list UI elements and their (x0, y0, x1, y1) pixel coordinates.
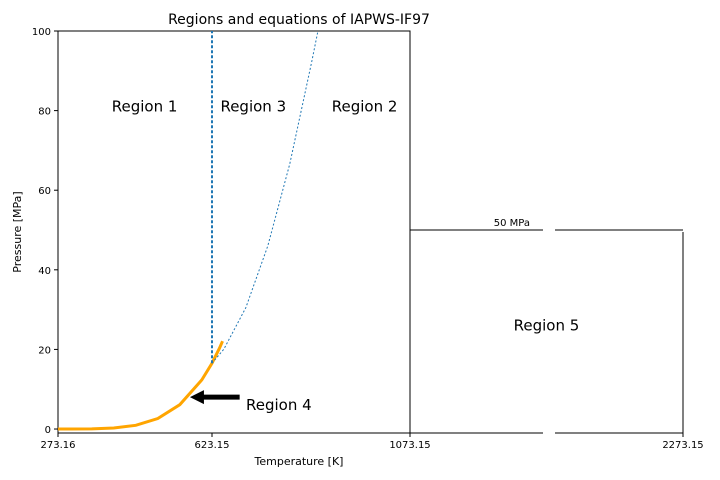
saturation-line (57, 340, 224, 431)
y-tick-label: 40 (38, 266, 51, 277)
region-label: Region 4 (246, 396, 312, 414)
b23-boundary (211, 30, 319, 364)
y-tick-label: 0 (45, 425, 51, 436)
y-tick-label: 20 (38, 345, 51, 356)
region-label: Region 5 (514, 317, 580, 335)
y-tick-label: 60 (38, 186, 51, 197)
region-label: Region 2 (332, 98, 398, 116)
x-tick-label: 2273.15 (662, 440, 703, 451)
y-tick-label: 100 (32, 27, 51, 38)
region-label: Region 1 (112, 98, 178, 116)
y-axis-label: Pressure [MPa] (11, 191, 24, 272)
main-axes-frame (57, 30, 411, 434)
x-tick-label: 623.15 (194, 440, 229, 451)
x-tick-label: 273.16 (41, 440, 76, 451)
y-tick-label: 80 (38, 107, 51, 118)
region-4-arrowhead (189, 390, 204, 405)
region-label: Region 3 (220, 98, 286, 116)
pressure-limit-label: 50 MPa (494, 218, 530, 229)
x-axis-label: Temperature [K] (254, 455, 344, 468)
x-tick-label: 1073.15 (389, 440, 430, 451)
chart-title: Regions and equations of IAPWS-IF97 (168, 12, 430, 28)
